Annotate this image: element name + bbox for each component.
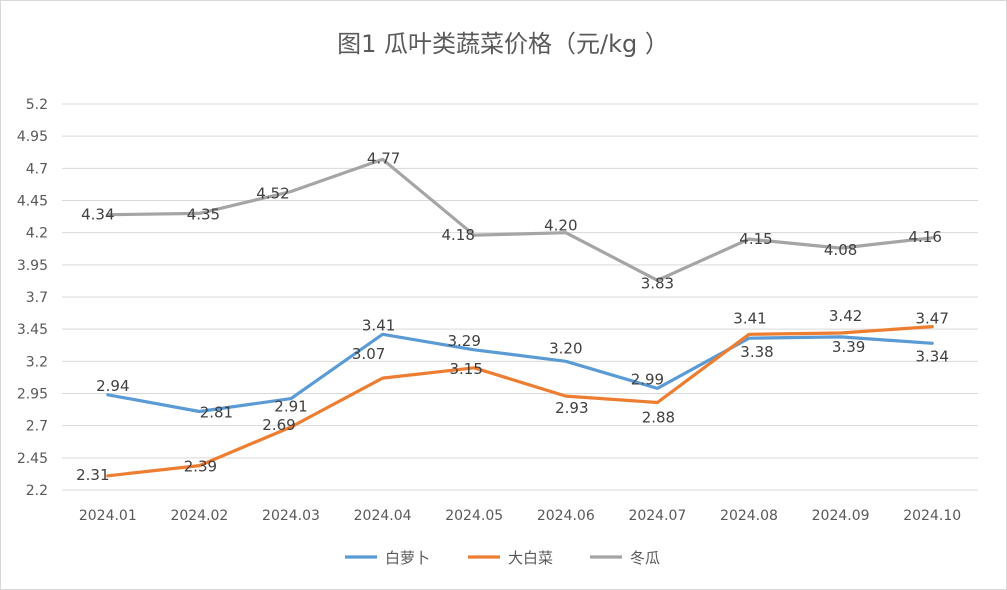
x-tick-label: 2024.01 bbox=[79, 508, 137, 524]
legend-label: 大白菜 bbox=[508, 549, 553, 567]
data-label: 4.18 bbox=[441, 226, 474, 244]
data-label: 2.99 bbox=[631, 370, 664, 388]
data-label: 3.38 bbox=[740, 343, 773, 361]
data-label: 4.34 bbox=[81, 206, 114, 224]
series-lines bbox=[106, 157, 934, 478]
legend-label: 白萝卜 bbox=[385, 549, 430, 567]
y-axis-ticks: 2.2 2.45 2.7 2.95 3.2 3.45 3.7 3.95 4.2 4.45 4.7 4.… bbox=[17, 97, 48, 499]
y-tick-label: 2.45 bbox=[17, 451, 48, 467]
x-axis-ticks: 2024.01 2024.02 2024.03 2024.04 2024.05 2024.… bbox=[79, 508, 961, 524]
data-label: 4.35 bbox=[187, 205, 220, 223]
y-tick-label: 3.7 bbox=[26, 290, 48, 306]
data-label: 2.93 bbox=[555, 399, 588, 417]
y-tick-label: 3.95 bbox=[17, 258, 48, 274]
data-label: 3.47 bbox=[915, 310, 948, 328]
y-tick-label: 4.2 bbox=[26, 226, 48, 242]
legend-label: 冬瓜 bbox=[630, 549, 660, 567]
data-label: 2.88 bbox=[642, 409, 675, 427]
data-labels: 2.94 2.81 2.91 3.41 3.29 3.20 2.99 3.38 3.39 3.34… bbox=[76, 149, 949, 484]
x-tick-label: 2024.04 bbox=[354, 508, 412, 524]
data-label: 3.83 bbox=[641, 274, 674, 292]
data-label: 3.41 bbox=[362, 316, 395, 334]
series-line bbox=[106, 325, 934, 478]
data-label: 4.16 bbox=[908, 228, 941, 246]
y-tick-label: 5.2 bbox=[26, 97, 48, 113]
data-label: 4.15 bbox=[739, 230, 772, 248]
x-tick-label: 2024.10 bbox=[903, 508, 961, 524]
data-label: 2.81 bbox=[200, 404, 233, 422]
data-label: 2.91 bbox=[274, 398, 307, 416]
y-tick-label: 4.95 bbox=[17, 129, 48, 145]
data-label: 3.15 bbox=[449, 360, 482, 378]
y-tick-label: 4.45 bbox=[17, 194, 48, 210]
series-line bbox=[106, 332, 934, 414]
y-tick-label: 4.7 bbox=[26, 161, 48, 177]
data-label: 4.20 bbox=[544, 217, 577, 235]
data-label: 2.94 bbox=[96, 377, 129, 395]
y-tick-label: 2.2 bbox=[26, 483, 48, 499]
data-label: 2.31 bbox=[76, 466, 109, 484]
gridlines bbox=[62, 103, 978, 491]
data-label: 4.77 bbox=[367, 149, 400, 167]
x-tick-label: 2024.05 bbox=[445, 508, 503, 524]
data-label: 3.07 bbox=[352, 345, 385, 363]
data-label: 3.41 bbox=[733, 309, 766, 327]
series-line bbox=[106, 157, 934, 282]
data-label: 3.42 bbox=[829, 307, 862, 325]
data-label: 4.52 bbox=[256, 184, 289, 202]
x-tick-label: 2024.06 bbox=[537, 508, 595, 524]
chart-title: 图1 瓜叶类蔬菜价格（元/kg ） bbox=[337, 30, 669, 58]
x-tick-label: 2024.02 bbox=[170, 508, 228, 524]
data-label: 3.39 bbox=[832, 338, 865, 356]
x-tick-label: 2024.08 bbox=[720, 508, 778, 524]
data-label: 2.39 bbox=[184, 458, 217, 476]
data-label: 2.69 bbox=[262, 416, 295, 434]
legend: 白萝卜 大白菜 冬瓜 bbox=[345, 549, 660, 567]
x-tick-label: 2024.07 bbox=[628, 508, 686, 524]
y-tick-label: 2.7 bbox=[26, 419, 48, 435]
data-label: 3.29 bbox=[447, 332, 480, 350]
data-label: 4.08 bbox=[824, 241, 857, 259]
x-tick-label: 2024.03 bbox=[262, 508, 320, 524]
data-label: 3.20 bbox=[549, 339, 582, 357]
y-tick-label: 3.2 bbox=[26, 354, 48, 370]
y-tick-label: 2.95 bbox=[17, 387, 48, 403]
x-tick-label: 2024.09 bbox=[812, 508, 870, 524]
y-tick-label: 3.45 bbox=[17, 322, 48, 338]
data-label: 3.34 bbox=[915, 347, 948, 365]
